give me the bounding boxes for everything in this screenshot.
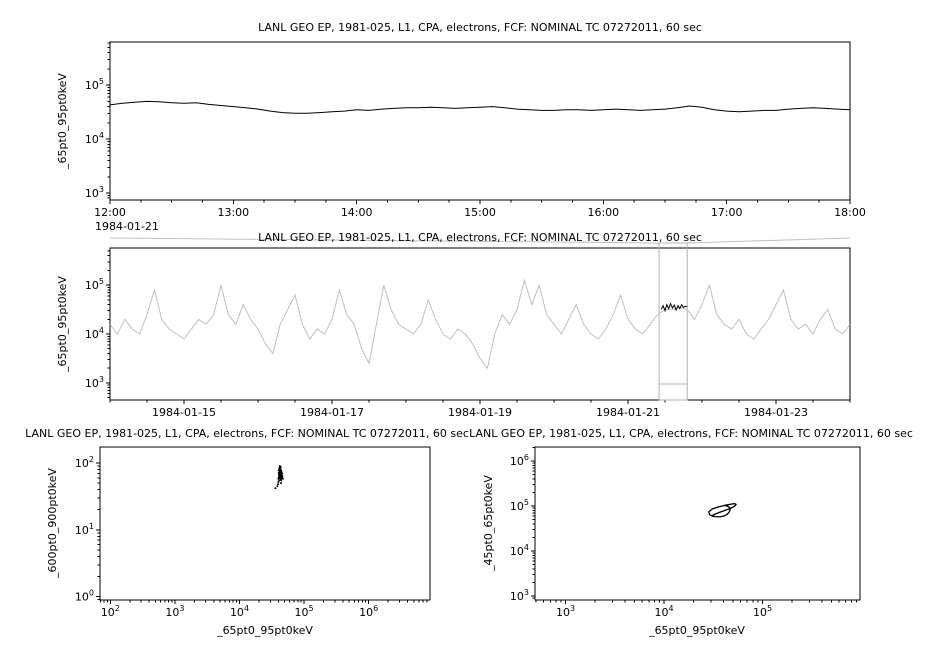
- panel-top-ylabel: _65pt0_95pt0keV: [56, 73, 69, 170]
- panel-top-date-label: 1984-01-21: [95, 220, 159, 233]
- scatter-points: [274, 465, 284, 490]
- zoom-connectors: [109, 237, 851, 244]
- scatter-trace: [708, 503, 737, 518]
- tick-label: 106: [510, 453, 529, 468]
- zoom-region-box[interactable]: [658, 242, 688, 401]
- plot-area[interactable]: [109, 41, 851, 201]
- panel-scatter-left-title: LANL GEO EP, 1981-025, L1, CPA, electron…: [25, 427, 469, 440]
- panel-scatter-left-ylabel: _600pt0_900pt0keV: [46, 468, 59, 579]
- zoom-connector-right: [687, 237, 851, 244]
- x-tick-label: 13:00: [217, 206, 249, 219]
- x-tick-label: 1984-01-17: [300, 406, 364, 419]
- x-tick-label: 15:00: [464, 206, 496, 219]
- series-line: [109, 100, 851, 114]
- tick-label: 103: [85, 375, 104, 390]
- tick-label: 102: [101, 604, 120, 619]
- tick-label: 105: [85, 77, 104, 92]
- plot-area[interactable]: [109, 247, 851, 401]
- x-tick-label: 1984-01-15: [152, 406, 216, 419]
- panel-top-plot: 12:00 13:00 14:00 15:00 16:00 17:00 18:00 103 10…: [85, 41, 866, 219]
- plot-area[interactable]: [534, 446, 861, 601]
- x-tick-label: 12:00: [94, 206, 126, 219]
- x-tick-label: 17:00: [711, 206, 743, 219]
- panel-top-title: LANL GEO EP, 1981-025, L1, CPA, electron…: [258, 21, 702, 34]
- zoom-connector-left: [109, 237, 660, 244]
- panel-context-title: LANL GEO EP, 1981-025, L1, CPA, electron…: [258, 231, 702, 244]
- series-line: [109, 278, 851, 370]
- tick-label: 100: [75, 589, 94, 604]
- panel-scatter-right-xlabel: _65pt0_95pt0keV: [648, 624, 745, 637]
- tick-label: 104: [654, 604, 673, 619]
- panel-scatter-right-plot: 103 104 105 103 104 105 106: [510, 446, 861, 619]
- panel-context: LANL GEO EP, 1981-025, L1, CPA, electron…: [56, 231, 851, 419]
- panel-top: LANL GEO EP, 1981-025, L1, CPA, electron…: [56, 21, 866, 233]
- tick-label: 105: [295, 604, 314, 619]
- x-tick-label: 18:00: [834, 206, 866, 219]
- tick-label: 101: [75, 522, 94, 537]
- panel-scatter-left-plot: 102 103 104 105 106 100 101 102: [75, 446, 431, 619]
- tick-label: 102: [75, 455, 94, 470]
- x-tick-label: 16:00: [587, 206, 619, 219]
- tick-label: 105: [510, 498, 529, 513]
- panel-context-plot: 1984-01-15 1984-01-17 1984-01-19 1984-01-21…: [85, 242, 851, 419]
- plot-area[interactable]: [99, 446, 431, 601]
- panel-scatter-right: LANL GEO EP, 1981-025, L1, CPA, electron…: [469, 427, 913, 637]
- tick-label: 106: [359, 604, 378, 619]
- panel-context-ylabel: _65pt0_95pt0keV: [56, 276, 69, 373]
- panel-scatter-left-xlabel: _65pt0_95pt0keV: [216, 624, 313, 637]
- panel-scatter-right-title: LANL GEO EP, 1981-025, L1, CPA, electron…: [469, 427, 913, 440]
- x-tick-label: 1984-01-23: [744, 406, 808, 419]
- tick-label: 104: [510, 543, 529, 558]
- panel-scatter-right-ylabel: _45pt0_65pt0keV: [482, 475, 495, 572]
- series-line: [660, 302, 688, 313]
- tick-label: 105: [753, 604, 772, 619]
- tick-label: 103: [556, 604, 575, 619]
- panel-scatter-left: LANL GEO EP, 1981-025, L1, CPA, electron…: [25, 427, 469, 637]
- tick-label: 105: [85, 277, 104, 292]
- tick-label: 103: [85, 185, 104, 200]
- tick-label: 103: [165, 604, 184, 619]
- x-tick-label: 14:00: [341, 206, 373, 219]
- tick-label: 104: [85, 131, 104, 146]
- x-tick-label: 1984-01-21: [596, 406, 660, 419]
- tick-label: 104: [230, 604, 249, 619]
- tick-label: 103: [510, 588, 529, 603]
- x-tick-label: 1984-01-19: [448, 406, 512, 419]
- tick-label: 104: [85, 326, 104, 341]
